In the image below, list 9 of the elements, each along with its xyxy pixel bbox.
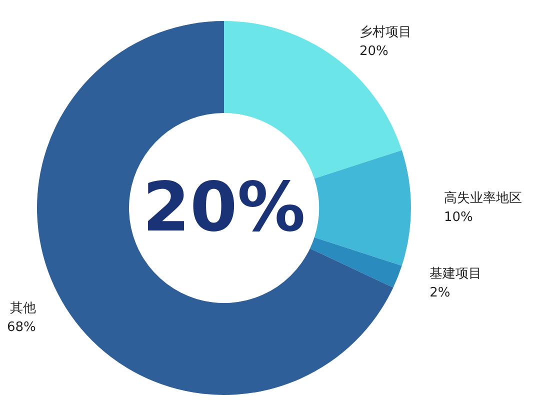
text: 20% — [142, 168, 306, 248]
data-label: 20% — [359, 44, 388, 60]
slice-label: 其他 — [10, 300, 36, 316]
slice-label: 高失业率地区 — [444, 190, 522, 206]
data-label: 10% — [444, 210, 473, 225]
slice-label: 乡村项目 — [359, 25, 412, 40]
slice-label: 基建项目 — [430, 266, 482, 282]
data-label: 68% — [7, 320, 36, 335]
data-label: 2% — [430, 285, 450, 300]
